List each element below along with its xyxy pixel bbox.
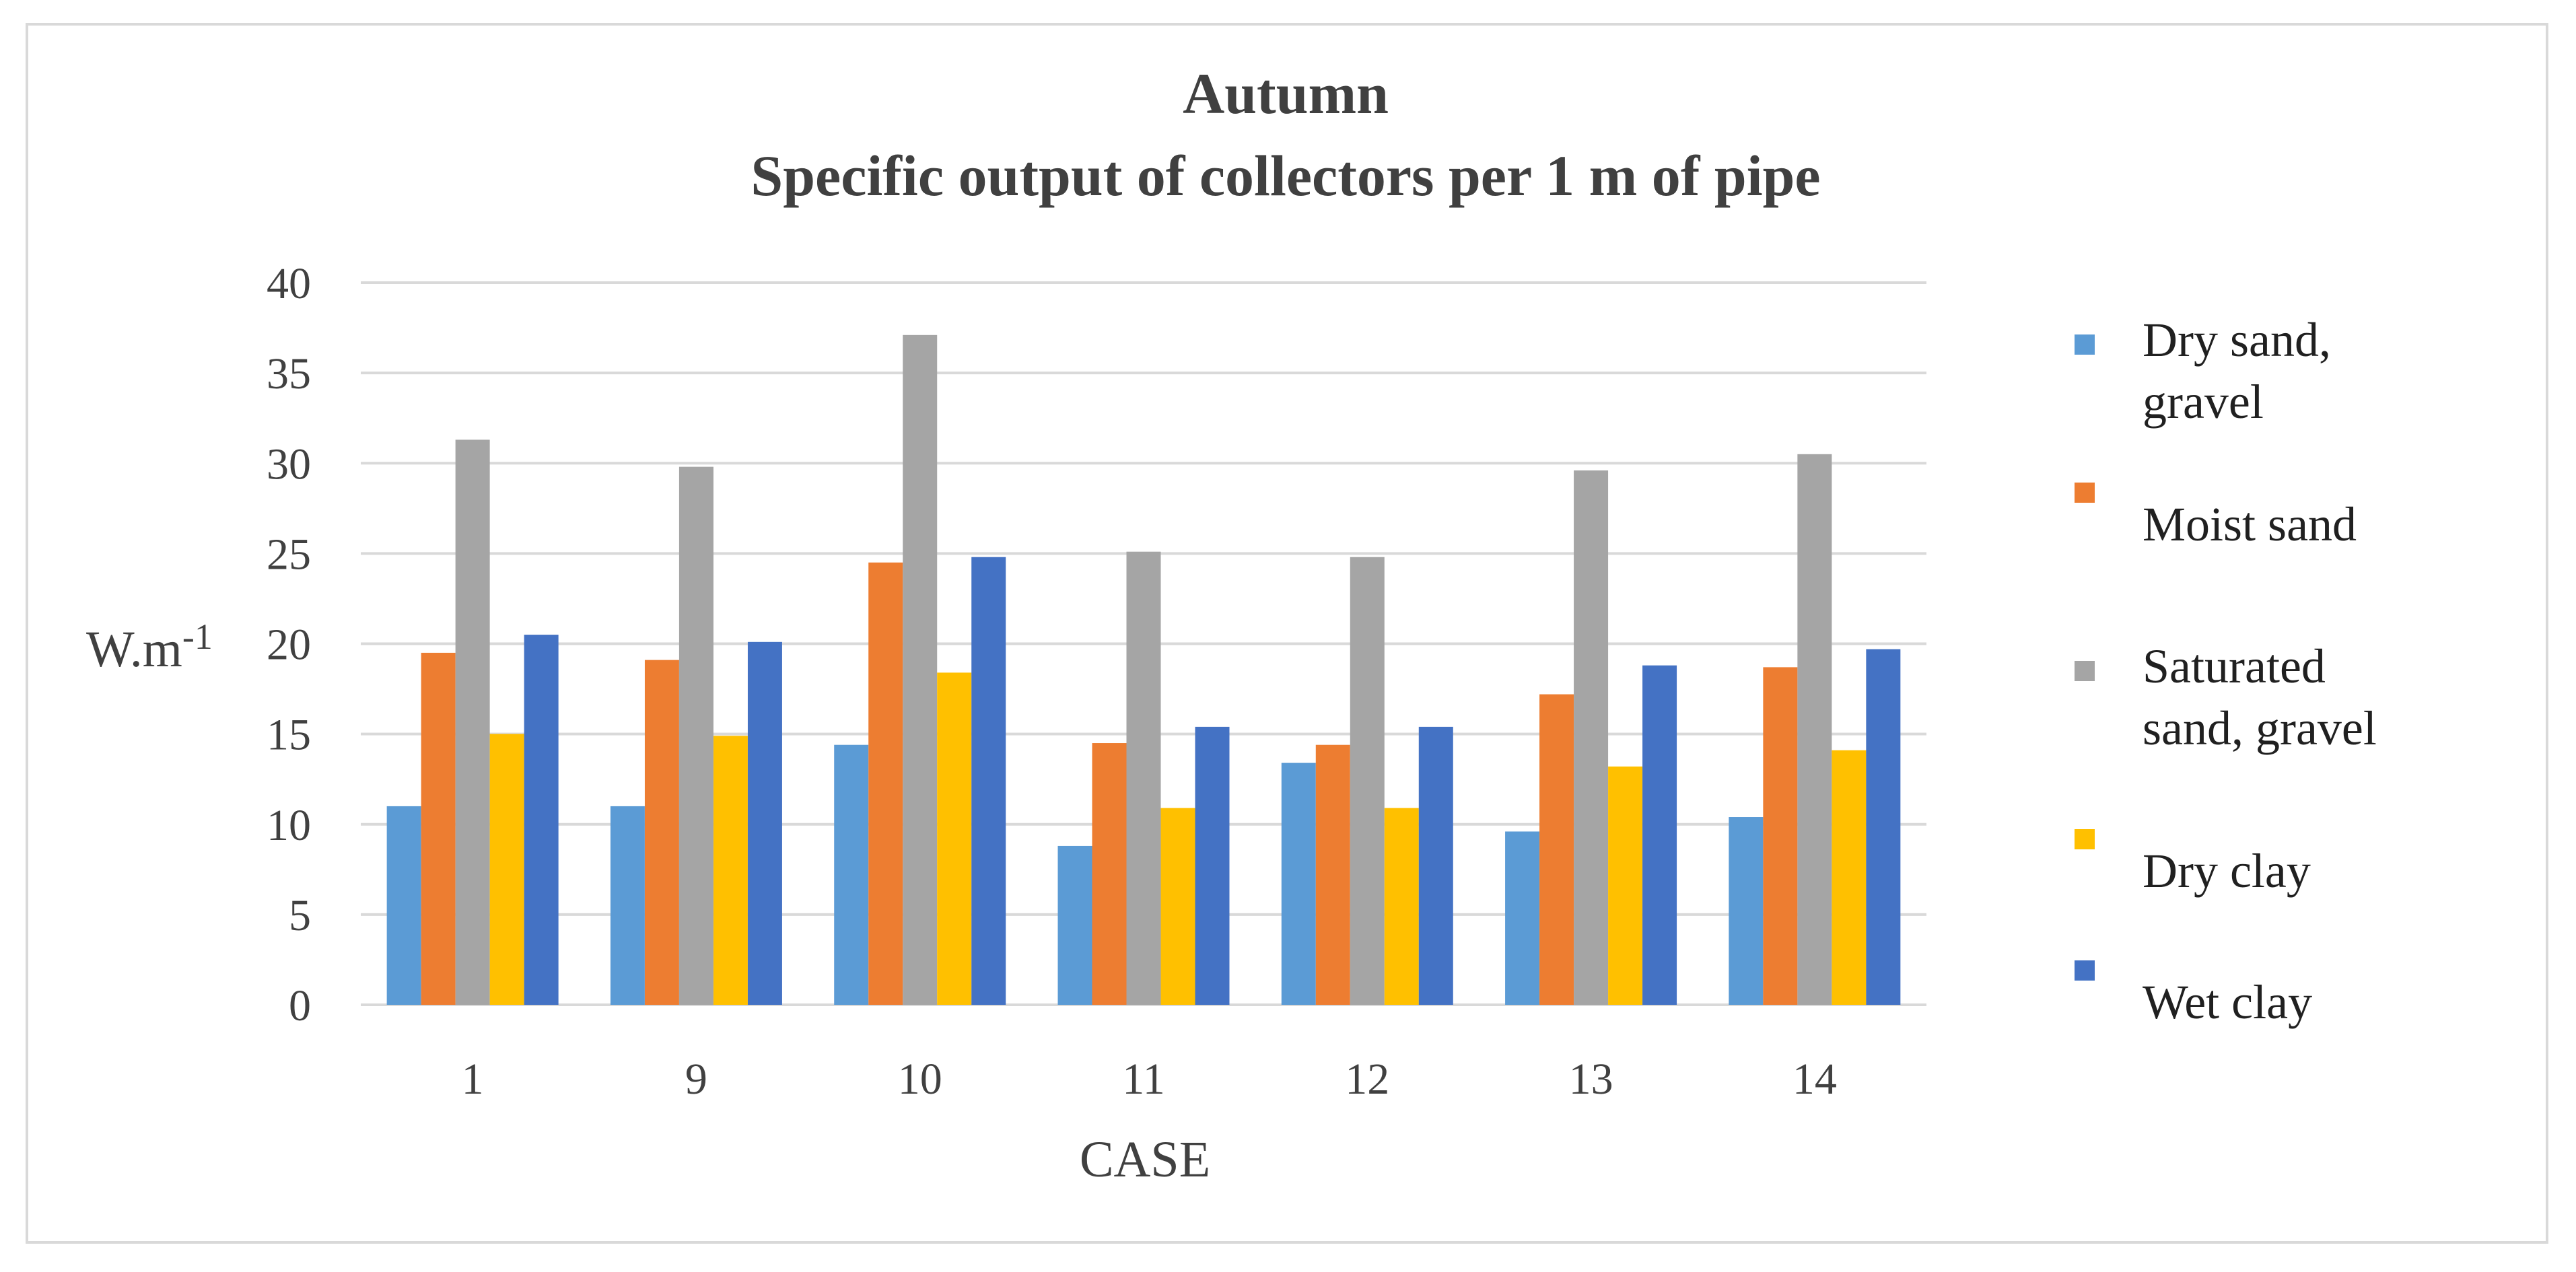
bar bbox=[1505, 831, 1540, 1005]
bar bbox=[678, 466, 713, 1005]
legend-swatch bbox=[2075, 334, 2095, 355]
bar bbox=[903, 334, 938, 1005]
bar bbox=[868, 562, 903, 1005]
legend-swatch bbox=[2075, 829, 2095, 849]
bar bbox=[610, 806, 645, 1005]
y-axis-label: W.m-1 bbox=[86, 616, 213, 678]
bar bbox=[489, 734, 524, 1005]
y-tick-label: 25 bbox=[267, 530, 311, 579]
bar bbox=[1195, 726, 1230, 1005]
x-tick-label: 9 bbox=[685, 1055, 707, 1104]
x-axis-ticks: 1 9 10 11 12 13 14 bbox=[462, 1055, 1837, 1104]
y-tick-label: 20 bbox=[267, 621, 311, 670]
bar bbox=[386, 806, 421, 1005]
bar bbox=[937, 672, 972, 1005]
bar bbox=[421, 652, 456, 1005]
bar bbox=[747, 641, 782, 1005]
y-tick-label: 35 bbox=[267, 349, 311, 398]
y-tick-label: 30 bbox=[267, 439, 311, 489]
y-tick-label: 0 bbox=[289, 981, 311, 1030]
x-tick-label: 1 bbox=[462, 1055, 484, 1104]
bar bbox=[1763, 667, 1798, 1005]
bar bbox=[1315, 744, 1350, 1005]
legend-swatch bbox=[2075, 960, 2095, 981]
bar bbox=[1418, 726, 1453, 1005]
bar bbox=[1729, 817, 1764, 1005]
legend-label: Moist sand bbox=[2143, 497, 2357, 551]
bar bbox=[1126, 551, 1161, 1005]
x-tick-label: 11 bbox=[1122, 1055, 1165, 1104]
legend-label: Dry clay bbox=[2143, 844, 2311, 898]
x-tick-label: 13 bbox=[1569, 1055, 1613, 1104]
legend-label: sand, gravel bbox=[2143, 701, 2377, 755]
x-tick-label: 14 bbox=[1792, 1055, 1837, 1104]
bar bbox=[1057, 845, 1092, 1005]
chart-title: Autumn bbox=[1183, 61, 1389, 126]
bar bbox=[1797, 454, 1832, 1005]
bar bbox=[1160, 808, 1195, 1005]
bar bbox=[1574, 470, 1609, 1005]
bar bbox=[713, 736, 748, 1005]
x-tick-label: 10 bbox=[898, 1055, 942, 1104]
legend-label: Saturated bbox=[2143, 639, 2326, 693]
bar bbox=[1832, 750, 1867, 1005]
bar bbox=[971, 557, 1006, 1005]
bars bbox=[386, 334, 1901, 1005]
y-tick-label: 10 bbox=[267, 801, 311, 850]
bar bbox=[1866, 649, 1901, 1005]
bar bbox=[1608, 766, 1643, 1005]
y-axis-ticks: 0 5 10 15 20 25 30 35 40 bbox=[267, 259, 311, 1030]
legend: Dry sand, gravel Moist sand Saturated sand, … bbox=[2075, 313, 2377, 1029]
bar bbox=[1281, 763, 1316, 1005]
chart-subtitle: Specific output of collectors per 1 m of… bbox=[751, 143, 1820, 208]
y-tick-label: 40 bbox=[267, 259, 311, 308]
y-tick-label: 5 bbox=[289, 891, 311, 940]
bar bbox=[834, 744, 869, 1005]
legend-label: Dry sand, bbox=[2143, 313, 2331, 367]
x-axis-label: CASE bbox=[1080, 1131, 1210, 1188]
legend-label: Wet clay bbox=[2143, 975, 2312, 1029]
bar bbox=[1350, 557, 1385, 1005]
bar bbox=[644, 660, 679, 1005]
y-tick-label: 15 bbox=[267, 711, 311, 760]
bar bbox=[524, 635, 559, 1005]
bar bbox=[455, 439, 490, 1005]
legend-label: gravel bbox=[2143, 375, 2264, 429]
x-tick-label: 12 bbox=[1345, 1055, 1389, 1104]
legend-swatch bbox=[2075, 483, 2095, 503]
bar bbox=[1092, 743, 1127, 1005]
bar bbox=[1384, 808, 1419, 1005]
bar bbox=[1642, 665, 1677, 1005]
legend-swatch bbox=[2075, 661, 2095, 681]
bar bbox=[1539, 694, 1574, 1005]
y-axis-label-superscript: -1 bbox=[182, 616, 213, 657]
chart-frame bbox=[26, 23, 2548, 1244]
